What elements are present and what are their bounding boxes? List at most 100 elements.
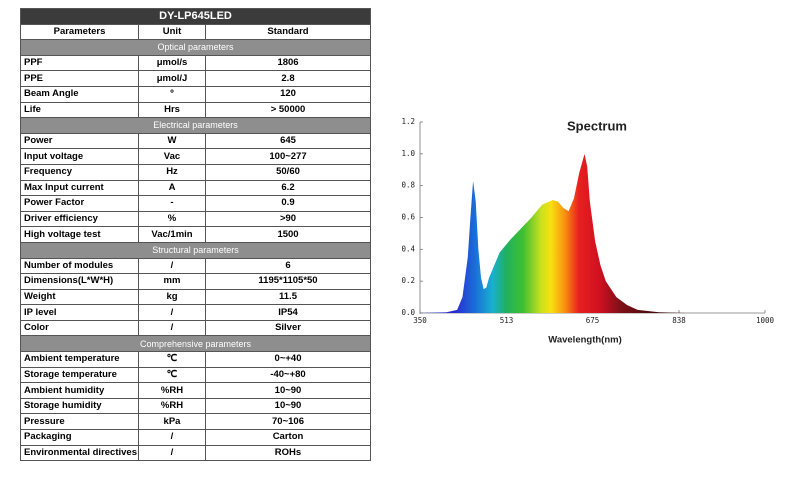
y-tick-label: 0.6	[401, 213, 415, 222]
x-tick-label: 350	[413, 316, 427, 325]
data-row: Ambient temperature ℃ 0~+40	[20, 351, 372, 368]
param-unit: /	[138, 304, 206, 321]
section-title: Optical parameters	[19, 39, 372, 56]
param-unit: -	[138, 195, 206, 212]
section-row: Electrical parameters	[19, 117, 372, 134]
param-value: Silver	[204, 319, 372, 337]
y-tick-label: 1.0	[401, 149, 415, 158]
param-value: >90	[204, 210, 372, 228]
data-row: Frequency Hz 50/60	[20, 163, 372, 181]
data-row: Weight kg 11.5	[20, 288, 372, 306]
section-title: Electrical parameters	[19, 117, 372, 134]
param-name: PPF	[20, 54, 139, 72]
param-value: 10~90	[204, 397, 372, 415]
param-name: Packaging	[20, 429, 139, 446]
param-name: PPE	[20, 70, 139, 87]
param-unit: %RH	[138, 397, 206, 415]
section-row: Comprehensive parameters	[19, 335, 372, 353]
param-unit: μmol/J	[138, 70, 206, 87]
param-value: 645	[204, 132, 372, 150]
param-value: > 50000	[204, 101, 372, 119]
param-name: Frequency	[20, 163, 139, 181]
spec-table: DY-LP645LED Parameters Unit Standard Optical…	[19, 8, 372, 462]
data-row: Driver efficiency% >90	[20, 210, 372, 228]
data-row: PPE μmol/J 2.8	[20, 70, 372, 87]
param-name: Input voltage	[20, 148, 139, 165]
param-value: 1806	[204, 54, 372, 72]
x-tick-label: 675	[586, 316, 600, 325]
data-row: IP level / IP54	[20, 304, 372, 321]
y-tick-label: 0.8	[401, 181, 415, 190]
param-value: 1195*1105*50	[204, 273, 372, 290]
param-name: Power	[20, 132, 139, 150]
y-tick-label: 0.0	[401, 308, 415, 317]
data-row: Color / Silver	[20, 319, 372, 337]
section-row: Structural parameters	[19, 241, 372, 259]
x-axis-label: Wavelength(nm)	[548, 335, 622, 346]
param-name: Weight	[20, 288, 139, 306]
param-unit: /	[138, 444, 206, 462]
param-name: Number of modules	[20, 257, 139, 275]
data-row: Power Factor -0.9	[20, 195, 372, 212]
param-unit: W	[138, 132, 206, 150]
data-row: Beam Angle º 120	[20, 85, 372, 103]
param-value: 10~90	[204, 382, 372, 399]
section-title: Comprehensive parameters	[19, 335, 372, 353]
param-value: 120	[204, 85, 372, 103]
param-unit: %	[138, 210, 206, 228]
param-unit: Hrs	[138, 101, 206, 119]
y-tick-label: 0.4	[401, 244, 415, 253]
param-value: 100~277	[204, 148, 372, 165]
param-name: Storage temperature	[20, 366, 139, 384]
param-value: 6	[204, 257, 372, 275]
param-unit: ℃	[138, 351, 206, 368]
param-name: Max Input current	[20, 179, 139, 197]
data-row: Dimensions(L*W*H) mm 1195*1105*50	[20, 273, 372, 290]
param-unit: º	[138, 85, 206, 103]
data-row: Pressure kPa 70~106	[20, 413, 372, 431]
param-unit: mm	[138, 273, 206, 290]
data-row: Number of modules/6	[20, 257, 372, 275]
param-unit: /	[138, 319, 206, 337]
chart-title: Spectrum	[567, 118, 627, 133]
data-row: Ambient humidity %RH 10~90	[20, 382, 372, 399]
header-cell: Unit	[138, 23, 206, 41]
x-tick-label: 838	[672, 316, 686, 325]
header-cell: Parameters	[20, 23, 139, 41]
param-unit: μmol/s	[138, 54, 206, 72]
param-value: 70~106	[204, 413, 372, 431]
param-name: Power Factor	[20, 195, 139, 212]
param-value: Carton	[204, 429, 372, 446]
data-row: Power W 645	[20, 132, 372, 150]
param-unit: kPa	[138, 413, 206, 431]
param-name: Ambient temperature	[20, 351, 139, 368]
param-value: 50/60	[204, 163, 372, 181]
param-name: Ambient humidity	[20, 382, 139, 399]
y-tick-label: 1.2	[401, 117, 415, 126]
param-value: 1500	[204, 226, 372, 243]
param-name: High voltage test	[20, 226, 139, 243]
data-row: High voltage test Vac/1min 1500	[20, 226, 372, 243]
param-name: IP level	[20, 304, 139, 321]
section-row: Optical parameters	[19, 39, 372, 56]
param-unit: /	[138, 257, 206, 275]
param-name: Storage humidity	[20, 397, 139, 415]
data-row: Storage temperature ℃ -40~+80	[20, 366, 372, 384]
header-row: Parameters Unit Standard	[20, 23, 372, 41]
param-value: 0~+40	[204, 351, 372, 368]
param-value: IP54	[204, 304, 372, 321]
data-row: Input voltage Vac 100~277	[20, 148, 372, 165]
param-unit: ℃	[138, 366, 206, 384]
param-unit: kg	[138, 288, 206, 306]
data-row: Life Hrs > 50000	[20, 101, 372, 119]
param-value: 2.8	[204, 70, 372, 87]
data-row: Environmental directives / ROHs	[20, 444, 372, 462]
param-name: Life	[20, 101, 139, 119]
title-row: DY-LP645LED	[19, 8, 372, 25]
param-unit: Hz	[138, 163, 206, 181]
param-value: ROHs	[204, 444, 372, 462]
param-name: Dimensions(L*W*H)	[20, 273, 139, 290]
y-tick-label: 0.2	[401, 276, 415, 285]
